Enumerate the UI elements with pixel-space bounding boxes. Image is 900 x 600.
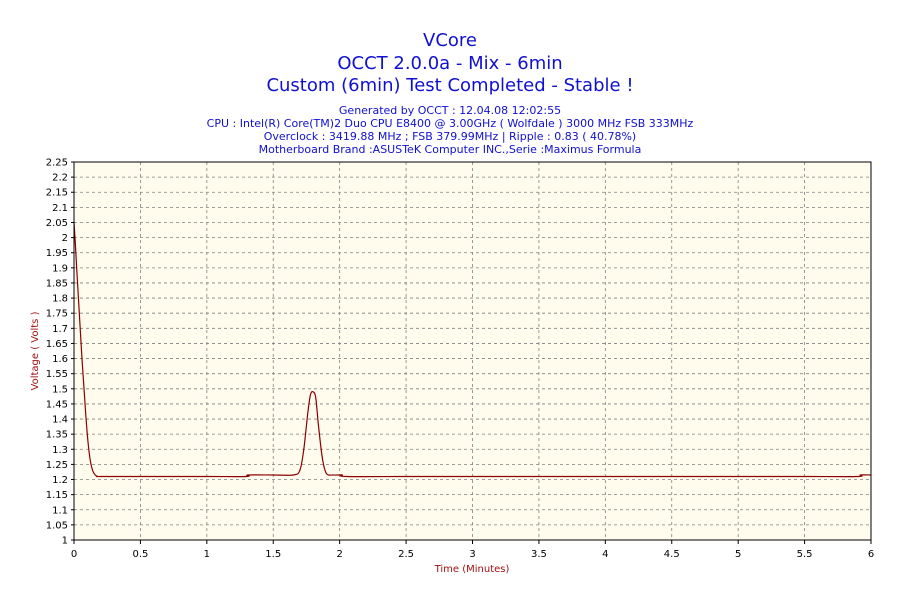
- y-tick-label: 1.9: [52, 263, 68, 274]
- x-tick-label: 3: [469, 549, 475, 560]
- x-tick-label: 6: [868, 549, 874, 560]
- y-axis-label: Voltage ( Volts ): [30, 311, 41, 390]
- info-line-cpu: CPU : Intel(R) Core(TM)2 Duo CPU E8400 @…: [207, 117, 694, 130]
- y-tick-label: 1.65: [46, 339, 68, 350]
- y-tick-label: 1.6: [52, 354, 68, 365]
- x-tick-label: 5.5: [797, 549, 813, 560]
- x-tick-label: 0.5: [132, 549, 148, 560]
- x-tick-label: 4: [602, 549, 608, 560]
- y-tick-label: 1.45: [46, 399, 68, 410]
- plot-frame: [73, 161, 872, 541]
- y-tick-label: 2.2: [52, 173, 68, 184]
- x-tick-label: 1: [204, 549, 210, 560]
- x-tick-label: 4.5: [664, 549, 680, 560]
- chart-subtitle: OCCT 2.0.0a - Mix - 6min: [337, 53, 562, 74]
- chart-title: VCore: [423, 30, 477, 51]
- y-tick-label: 1.75: [46, 309, 68, 320]
- info-line-generated: Generated by OCCT : 12.04.08 12:02:55: [339, 104, 561, 117]
- y-tick-label: 1.8: [52, 294, 68, 305]
- y-tick-label: 1.55: [46, 369, 68, 380]
- x-tick-label: 3.5: [531, 549, 547, 560]
- y-tick-label: 1.15: [46, 490, 68, 501]
- info-line-overclock: Overclock : 3419.88 MHz ; FSB 379.99MHz …: [264, 130, 636, 143]
- y-tick-label: 1.3: [52, 445, 68, 456]
- y-tick-label: 2.05: [46, 218, 68, 229]
- y-tick-label: 1.1: [52, 505, 68, 516]
- y-tick-label: 2.1: [52, 203, 68, 214]
- x-axis-ticks: 0 0.5 1 1.5 2 2.5 3 3.5 4 4.5 5 5.5 6: [71, 540, 874, 560]
- y-tick-label: 2: [62, 233, 68, 244]
- info-line-motherboard: Motherboard Brand :ASUSTeK Computer INC.…: [259, 143, 642, 156]
- y-tick-label: 1.4: [52, 415, 68, 426]
- y-tick-label: 1.2: [52, 475, 68, 486]
- y-tick-label: 2.15: [46, 188, 68, 199]
- y-tick-label: 1.7: [52, 324, 68, 335]
- x-tick-label: 0: [71, 549, 77, 560]
- grid: [74, 162, 871, 540]
- x-tick-label: 1.5: [265, 549, 281, 560]
- y-tick-label: 1.05: [46, 520, 68, 531]
- y-tick-label: 2.25: [46, 158, 68, 169]
- y-tick-label: 1.5: [52, 384, 68, 395]
- x-tick-label: 2.5: [398, 549, 414, 560]
- x-axis-label: Time (Minutes): [434, 564, 510, 575]
- y-tick-label: 1.35: [46, 430, 68, 441]
- y-axis-ticks: 1 1.05 1.1 1.15 1.2 1.25 1.3 1.35 1.4 1.45 1.5 1.55…: [46, 158, 74, 547]
- y-tick-label: 1.95: [46, 248, 68, 259]
- y-tick-label: 1.85: [46, 278, 68, 289]
- x-tick-label: 2: [336, 549, 342, 560]
- y-tick-label: 1.25: [46, 460, 68, 471]
- vcore-series-line: [73, 222, 872, 478]
- y-tick-label: 1: [62, 536, 68, 547]
- series-layer: [73, 222, 872, 478]
- x-tick-label: 5: [735, 549, 741, 560]
- chart-status: Custom (6min) Test Completed - Stable !: [266, 75, 633, 96]
